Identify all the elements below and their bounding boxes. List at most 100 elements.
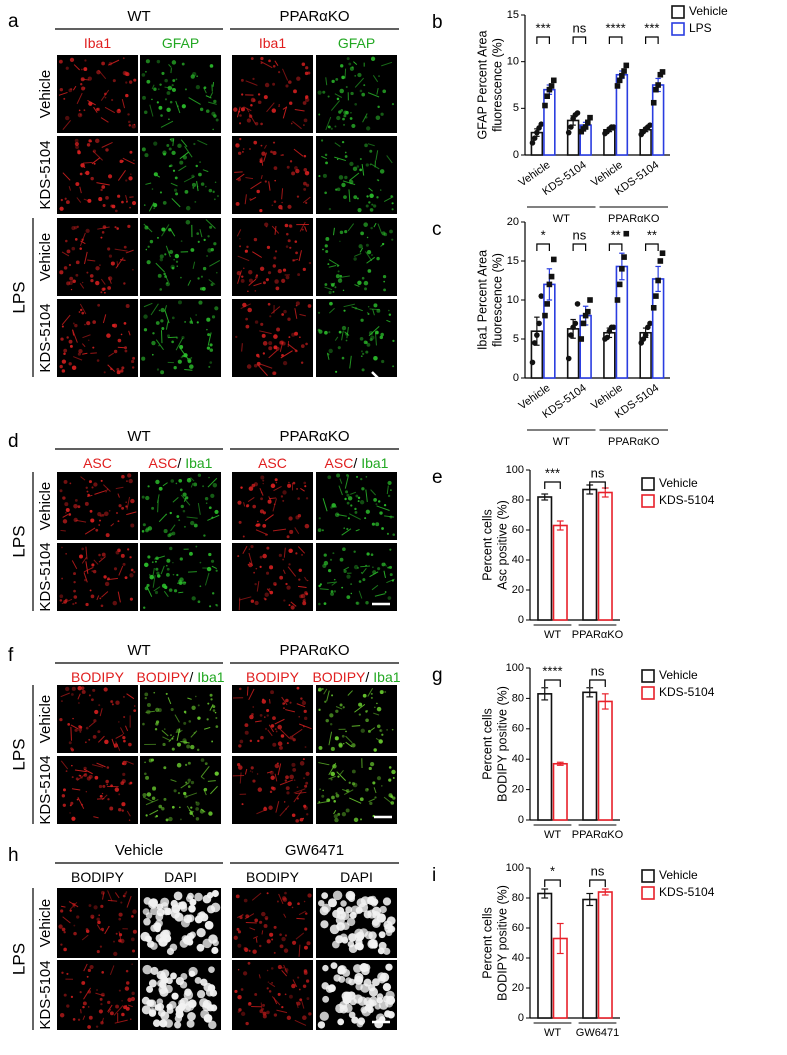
signal (239, 138, 241, 140)
signal (234, 936, 238, 940)
signal (194, 524, 198, 528)
signal (249, 548, 251, 550)
signal (78, 1019, 80, 1021)
signal (179, 577, 184, 582)
signal (353, 195, 357, 199)
signal (324, 283, 327, 286)
signal (291, 171, 295, 175)
signal (273, 334, 278, 339)
signal (111, 261, 115, 265)
signal (275, 764, 280, 769)
signal (208, 477, 210, 479)
signal (110, 1011, 114, 1015)
signal (133, 571, 135, 573)
signal (155, 568, 158, 571)
signal (191, 781, 194, 784)
signal (155, 708, 159, 712)
nucleus (195, 916, 203, 924)
signal (274, 180, 276, 182)
signal (147, 792, 151, 796)
signal (186, 220, 191, 225)
signal (85, 171, 89, 175)
signal (241, 279, 245, 283)
signal (273, 264, 276, 267)
signal (305, 593, 308, 596)
nucleus (186, 895, 193, 902)
group-header: WT (127, 428, 150, 445)
signal (271, 938, 273, 940)
signal (270, 791, 272, 793)
signal (267, 714, 269, 716)
signal (377, 707, 382, 712)
nucleus (318, 1021, 325, 1028)
signal (287, 742, 289, 744)
signal (287, 318, 290, 321)
signal (123, 57, 125, 59)
signal (156, 321, 160, 325)
signal (60, 365, 63, 368)
signal (377, 567, 380, 570)
signal (62, 359, 66, 363)
signal (216, 119, 219, 122)
signal (350, 504, 352, 506)
nucleus (322, 996, 329, 1003)
signal (388, 793, 392, 797)
signal (259, 921, 262, 924)
micrograph (232, 218, 313, 296)
signal (101, 604, 104, 607)
signal (265, 180, 267, 182)
signal (180, 489, 183, 492)
signal (331, 772, 335, 776)
signal (155, 728, 157, 730)
nucleus (340, 900, 346, 906)
nucleus (355, 938, 362, 945)
signal (152, 787, 156, 791)
signal (80, 775, 82, 777)
signal (289, 530, 293, 534)
micrograph (57, 472, 138, 540)
signal (370, 338, 373, 341)
signal (175, 192, 178, 195)
signal (129, 124, 131, 126)
signal (152, 354, 154, 356)
signal (145, 496, 149, 500)
signal (177, 144, 181, 148)
signal (264, 924, 268, 928)
signal (343, 706, 345, 708)
nucleus (358, 1017, 366, 1025)
signal (73, 932, 77, 936)
signal (206, 329, 208, 331)
signal (185, 88, 187, 90)
signal (144, 563, 149, 568)
signal (290, 702, 292, 704)
signal (303, 805, 306, 808)
signal (252, 779, 255, 782)
signal (193, 143, 195, 145)
group-header: PPARαKO (279, 428, 349, 445)
signal (373, 356, 378, 361)
signal (328, 96, 330, 98)
signal (207, 703, 209, 705)
signal (134, 705, 136, 707)
signal (112, 324, 115, 327)
signal (185, 781, 187, 783)
micrograph-background (232, 299, 313, 377)
signal (75, 602, 77, 604)
signal (93, 905, 97, 909)
micrograph (316, 543, 397, 611)
signal (198, 241, 200, 243)
signal (174, 366, 177, 369)
signal (368, 269, 372, 273)
signal (144, 204, 146, 206)
nucleus (144, 897, 152, 905)
signal (244, 899, 248, 903)
signal (143, 523, 146, 526)
signal (277, 763, 279, 765)
signal (214, 510, 218, 514)
bar (544, 90, 555, 155)
signal (235, 336, 237, 338)
signal (286, 786, 290, 790)
signal (257, 773, 258, 774)
data-point (615, 297, 621, 303)
column-label-part: GFAP (162, 35, 199, 51)
